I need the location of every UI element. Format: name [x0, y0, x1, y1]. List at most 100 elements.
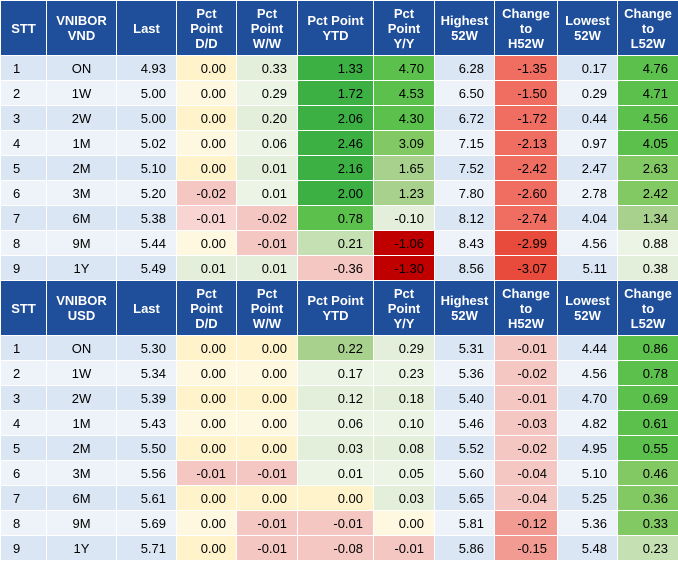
- table-cell: 1: [0, 55, 47, 81]
- usd-header-cell: Change to H52W: [494, 280, 558, 336]
- table-cell: 4.56: [617, 105, 678, 131]
- table-cell: -0.01: [494, 385, 558, 411]
- table-cell: 0.00: [297, 485, 374, 511]
- table-cell: 0.01: [236, 180, 298, 206]
- table-row: 6 3M 5.56 -0.01 -0.01 0.01 0.05 5.60 -0.04 5.10 0.…: [0, 460, 678, 486]
- usd-header-row: STT VNIBOR USD Last Pct Point D/D Pct Point W/W Pc…: [0, 280, 678, 336]
- table-cell: -0.01: [236, 460, 298, 486]
- table-cell: 2: [0, 80, 47, 106]
- table-cell: 1.72: [297, 80, 374, 106]
- usd-header-cell: Pct Point YTD: [297, 280, 374, 336]
- table-cell: -0.10: [373, 205, 435, 231]
- table-cell: 5.20: [116, 180, 177, 206]
- table-cell: 3: [0, 105, 47, 131]
- table-cell: -0.02: [494, 435, 558, 461]
- table-cell: 1.33: [297, 55, 374, 81]
- vnd-header-cell: Pct Point Y/Y: [373, 0, 435, 56]
- table-cell: 5.50: [116, 435, 177, 461]
- table-cell: 5: [0, 155, 47, 181]
- table-cell: 0.88: [617, 230, 678, 256]
- table-cell: 0.29: [236, 80, 298, 106]
- table-cell: 5.61: [116, 485, 177, 511]
- table-row: 2 1W 5.00 0.00 0.29 1.72 4.53 6.50 -1.50 0.29 4.71: [0, 80, 678, 106]
- table-cell: 0.00: [176, 410, 237, 436]
- table-cell: 5.00: [116, 105, 177, 131]
- table-cell: 4.70: [557, 385, 618, 411]
- table-cell: 5.48: [557, 535, 618, 561]
- table-cell: -0.02: [176, 180, 237, 206]
- table-cell: 0.33: [236, 55, 298, 81]
- table-cell: 0.00: [236, 485, 298, 511]
- table-cell: 4.70: [373, 55, 435, 81]
- table-cell: 0.06: [297, 410, 374, 436]
- table-cell: 1Y: [46, 535, 117, 561]
- table-cell: 2.63: [617, 155, 678, 181]
- usd-header-cell: VNIBOR USD: [46, 280, 117, 336]
- table-cell: 0.00: [176, 55, 237, 81]
- usd-header-cell: Pct Point Y/Y: [373, 280, 435, 336]
- table-cell: 1.34: [617, 205, 678, 231]
- table-cell: 6.28: [434, 55, 495, 81]
- table-cell: 4.76: [617, 55, 678, 81]
- table-cell: 2.47: [557, 155, 618, 181]
- table-cell: 0.55: [617, 435, 678, 461]
- table-cell: 5.56: [116, 460, 177, 486]
- table-cell: 5.31: [434, 335, 495, 361]
- table-cell: 0.38: [617, 255, 678, 281]
- table-cell: 0.00: [176, 385, 237, 411]
- table-cell: 1.23: [373, 180, 435, 206]
- table-cell: 5.86: [434, 535, 495, 561]
- table-cell: 5.38: [116, 205, 177, 231]
- table-cell: 0.00: [176, 535, 237, 561]
- table-cell: 0.00: [176, 155, 237, 181]
- table-row: 8 9M 5.69 0.00 -0.01 -0.01 0.00 5.81 -0.12 5.36 0.…: [0, 510, 678, 536]
- table-cell: 4.71: [617, 80, 678, 106]
- table-cell: 0.00: [236, 435, 298, 461]
- table-cell: -0.01: [494, 335, 558, 361]
- table-cell: -1.06: [373, 230, 435, 256]
- table-cell: 1Y: [46, 255, 117, 281]
- table-cell: 9M: [46, 510, 117, 536]
- table-cell: 4.93: [116, 55, 177, 81]
- table-cell: -1.72: [494, 105, 558, 131]
- usd-header-cell: Highest 52W: [434, 280, 495, 336]
- table-cell: -0.04: [494, 485, 558, 511]
- vnd-header-cell: Highest 52W: [434, 0, 495, 56]
- table-cell: 4.04: [557, 205, 618, 231]
- table-cell: 1: [0, 335, 47, 361]
- table-cell: 6M: [46, 205, 117, 231]
- table-cell: 4.95: [557, 435, 618, 461]
- table-cell: 4.82: [557, 410, 618, 436]
- table-cell: 0.00: [176, 105, 237, 131]
- table-cell: 4: [0, 410, 47, 436]
- table-cell: 5: [0, 435, 47, 461]
- table-cell: 1.65: [373, 155, 435, 181]
- vnd-header-cell: Pct Point YTD: [297, 0, 374, 56]
- table-cell: 0.18: [373, 385, 435, 411]
- table-cell: 0.22: [297, 335, 374, 361]
- table-row: 1 ON 5.30 0.00 0.00 0.22 0.29 5.31 -0.01 4.44 0.86: [0, 335, 678, 361]
- table-cell: 0.86: [617, 335, 678, 361]
- table-row: 7 6M 5.61 0.00 0.00 0.00 0.03 5.65 -0.04 5.25 0.36: [0, 485, 678, 511]
- table-row: 3 2W 5.00 0.00 0.20 2.06 4.30 6.72 -1.72 0.44 4.56: [0, 105, 678, 131]
- table-cell: 5.44: [116, 230, 177, 256]
- table-cell: 0.01: [236, 255, 298, 281]
- vnd-header-cell: STT: [0, 0, 47, 56]
- table-cell: 0.23: [373, 360, 435, 386]
- table-cell: 0.12: [297, 385, 374, 411]
- table-cell: 9: [0, 255, 47, 281]
- table-cell: -0.04: [494, 460, 558, 486]
- table-row: 4 1M 5.02 0.00 0.06 2.46 3.09 7.15 -2.13 0.97 4.05: [0, 130, 678, 156]
- table-row: 5 2M 5.50 0.00 0.00 0.03 0.08 5.52 -0.02 4.95 0.55: [0, 435, 678, 461]
- table-cell: -0.12: [494, 510, 558, 536]
- table-cell: 4.56: [557, 230, 618, 256]
- table-cell: 0.01: [297, 460, 374, 486]
- table-cell: 0.00: [236, 360, 298, 386]
- table-cell: 3M: [46, 460, 117, 486]
- table-cell: 5.71: [116, 535, 177, 561]
- vnd-header-row: STT VNIBOR VND Last Pct Point D/D Pct Point W/W Pc…: [0, 0, 678, 56]
- table-cell: 8.43: [434, 230, 495, 256]
- usd-header-cell: Lowest 52W: [557, 280, 618, 336]
- table-cell: ON: [46, 335, 117, 361]
- table-cell: 0.78: [297, 205, 374, 231]
